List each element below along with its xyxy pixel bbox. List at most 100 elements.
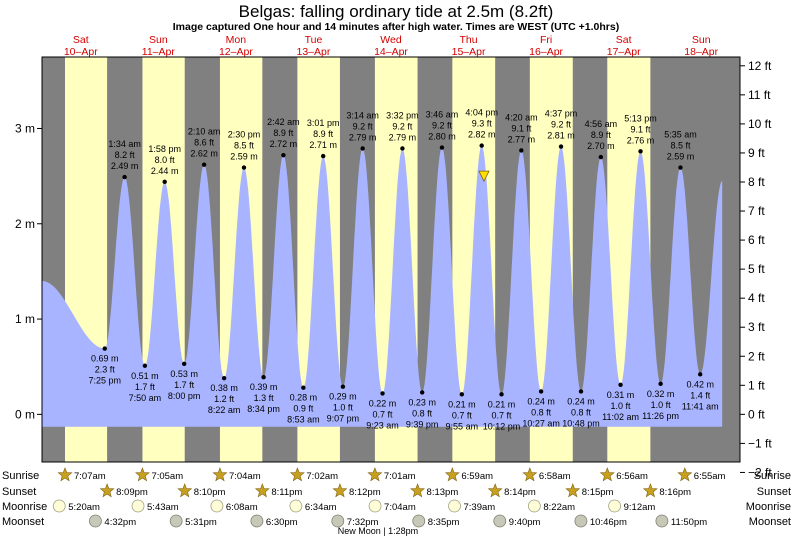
tide-feet-label: 8.9 ft xyxy=(273,128,294,138)
low-tide-point: 0.39 m1.3 ft8:34 pm xyxy=(247,374,280,414)
tide-point-dot xyxy=(459,392,465,397)
tide-feet-label: 0.7 ft xyxy=(492,410,513,420)
tide-feet-label: 8.6 ft xyxy=(194,138,215,148)
high-tide-point: 4:20 am9.1 ft2.77 m xyxy=(505,112,538,153)
moonset-moon-icon xyxy=(89,514,102,528)
tide-metres-label: 2.76 m xyxy=(627,135,655,145)
sunset-star-icon xyxy=(642,483,658,498)
day-name: Sun xyxy=(149,34,168,46)
moonrise-time: 6:34am xyxy=(305,502,337,513)
tide-point-dot xyxy=(678,165,683,170)
sunset-star-icon xyxy=(332,483,348,498)
tide-point-dot xyxy=(578,389,584,394)
tide-metres-label: 2.71 m xyxy=(309,140,337,150)
sunset-star-icon xyxy=(410,483,426,498)
tide-point-dot xyxy=(519,148,524,153)
tide-time-label: 10:12 pm xyxy=(483,421,521,431)
tide-point-dot xyxy=(658,381,663,387)
tide-point-dot xyxy=(181,361,187,367)
day-date: 12–Apr xyxy=(219,46,253,58)
tide-metres-label: 0.21 m xyxy=(448,399,476,409)
right-axis-label: 9 ft xyxy=(748,146,765,160)
right-axis-label: 7 ft xyxy=(748,204,765,218)
axes: 0 m 1 m 2 m 3 m −2 ft −1 ft 0 ft 1 ft 2 ft 3 ft 4 … xyxy=(15,56,772,479)
day-name: Tue xyxy=(305,34,323,46)
tide-metres-label: 0.39 m xyxy=(250,382,278,392)
sunrise-time: 6:55am xyxy=(694,471,726,482)
right-axis-label: −2 ft xyxy=(748,465,772,479)
moonset-time: 7:32pm xyxy=(347,517,379,528)
tide-feet-label: 8.5 ft xyxy=(234,141,255,151)
tide-time-label: 4:37 pm xyxy=(545,109,578,119)
tide-feet-label: 8.9 ft xyxy=(591,130,612,140)
moonset-moon-icon xyxy=(169,514,183,528)
tide-feet-label: 0.7 ft xyxy=(452,410,473,420)
sunrise-time: 6:59am xyxy=(461,471,493,482)
tide-point-dot xyxy=(419,390,425,395)
sunset-star-icon xyxy=(565,483,581,498)
tide-time-label: 2:42 am xyxy=(267,117,300,127)
tide-time-label: 1:58 pm xyxy=(148,144,181,154)
tide-point-dot xyxy=(241,165,247,170)
tide-feet-label: 0.8 ft xyxy=(412,408,433,418)
day-date: 17–Apr xyxy=(607,46,641,58)
sunrise-time: 7:01am xyxy=(384,471,416,482)
tide-metres-label: 0.28 m xyxy=(290,393,318,403)
tide-time-label: 10:27 am xyxy=(522,418,560,428)
sunrise-star-icon xyxy=(134,467,150,482)
high-tide-point: 1:34 am8.2 ft2.49 m xyxy=(108,139,141,180)
tide-feet-label: 9.3 ft xyxy=(472,119,493,129)
tide-point-dot xyxy=(479,143,484,148)
day-date: 16–Apr xyxy=(529,46,563,58)
moonrise-moon-icon xyxy=(210,499,224,513)
sunset-time: 8:16pm xyxy=(659,487,691,498)
sunrise-star-icon xyxy=(599,467,615,482)
current-tide-triangle xyxy=(478,170,490,183)
tide-point-dot xyxy=(638,149,643,154)
tide-point-dot xyxy=(102,346,107,351)
new-moon-label: New Moon | 1:28pm xyxy=(338,526,418,536)
moonrise-moon-icon xyxy=(448,499,461,513)
sunrise-time: 7:07am xyxy=(74,471,106,482)
day-name: Thu xyxy=(460,34,478,46)
tide-time-label: 7:50 am xyxy=(129,393,162,403)
right-axis-label: 8 ft xyxy=(748,175,765,189)
tide-metres-label: 0.21 m xyxy=(488,399,516,409)
tide-metres-label: 2.79 m xyxy=(389,132,417,142)
row-label-moonset-right: Moonset xyxy=(749,516,791,528)
high-tide-point: 4:04 pm9.3 ft2.82 m xyxy=(465,108,498,148)
tide-area xyxy=(42,145,723,427)
row-label-sunset: Sunset xyxy=(2,486,36,498)
tide-time-label: 10:48 pm xyxy=(562,418,600,428)
tide-point-dot xyxy=(697,372,703,377)
tide-feet-label: 9.1 ft xyxy=(631,124,652,134)
moonrise-moon-icon xyxy=(131,499,145,513)
moonrise-time: 9:12am xyxy=(624,502,656,513)
moonrise-moon-icon xyxy=(289,499,303,513)
tide-metres-label: 0.31 m xyxy=(607,390,635,400)
sunrise-time: 6:56am xyxy=(616,471,648,482)
high-tide-point: 2:10 am8.6 ft2.62 m xyxy=(188,127,220,167)
tide-time-label: 2:30 pm xyxy=(228,130,261,140)
tide-feet-label: 8.0 ft xyxy=(155,155,176,165)
tide-time-label: 1:34 am xyxy=(108,139,141,149)
tide-point-dot xyxy=(221,375,227,381)
moonset-moon-icon xyxy=(574,514,588,528)
high-tide-point: 2:30 pm8.5 ft2.59 m xyxy=(228,130,261,170)
tide-point-dot xyxy=(618,382,623,388)
tide-time-label: 5:35 am xyxy=(664,130,697,140)
day-name: Sat xyxy=(73,34,89,46)
day-date: 13–Apr xyxy=(297,46,331,58)
low-tide-point: 0.29 m1.0 ft9:07 pm xyxy=(327,384,359,424)
low-tide-point: 0.21 m0.7 ft9:55 am xyxy=(446,392,478,431)
tide-metres-label: 2.70 m xyxy=(587,141,615,151)
right-axis-label: 6 ft xyxy=(748,233,765,247)
tide-metres-label: 2.82 m xyxy=(468,130,496,140)
tide-metres-label: 2.72 m xyxy=(270,139,298,149)
tide-time-label: 8:22 am xyxy=(208,405,241,415)
row-label-sunrise: Sunrise xyxy=(2,470,39,482)
